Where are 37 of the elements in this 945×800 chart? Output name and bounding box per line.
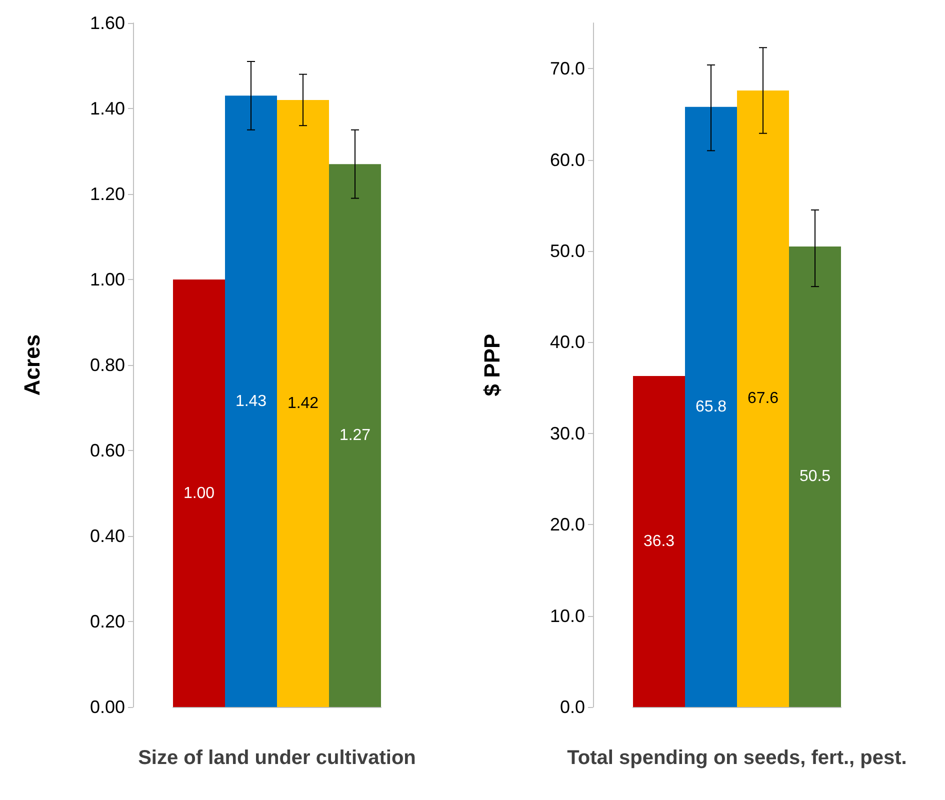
bar [329,164,381,707]
y-tick-label: 20.0 [550,514,585,535]
x-axis-title: Size of land under cultivation [138,747,416,769]
y-tick-label: 1.20 [90,184,125,204]
x-axis-title: Total spending on seeds, fert., pest. [567,747,907,769]
y-tick-label: 10.0 [550,606,585,626]
bar [277,100,329,707]
bar [225,96,277,707]
data-label: 67.6 [747,390,779,408]
y-axis-title: $ PPP [480,334,504,396]
data-label: 1.27 [339,427,371,444]
y-tick-label: 0.00 [90,697,125,717]
y-tick-label: 60.0 [550,150,585,170]
data-label: 1.42 [287,394,319,412]
bar [789,246,841,707]
bar [685,106,737,707]
data-label: 1.00 [183,484,215,502]
data-label: 50.5 [799,468,831,486]
y-tick-label: 1.00 [90,270,125,290]
y-tick-label: 0.60 [90,440,125,460]
y-tick-label: 70.0 [550,58,585,79]
y-tick-label: 50.0 [550,241,585,261]
y-axis-title: Acres [20,334,44,396]
y-tick-label: 0.80 [90,355,125,375]
y-tick-label: 30.0 [550,423,585,444]
bar [737,90,789,707]
y-tick-label: 0.40 [90,526,125,546]
data-label: 65.8 [695,398,727,416]
y-tick-label: 40.0 [550,332,585,352]
bar [173,280,225,707]
y-tick-label: 1.60 [90,13,125,33]
data-label: 36.3 [643,532,675,550]
bar [633,376,685,707]
data-label: 1.43 [235,392,267,410]
y-tick-label: 0.0 [560,697,585,717]
y-tick-label: 0.20 [90,612,125,632]
y-tick-label: 1.40 [90,98,125,118]
